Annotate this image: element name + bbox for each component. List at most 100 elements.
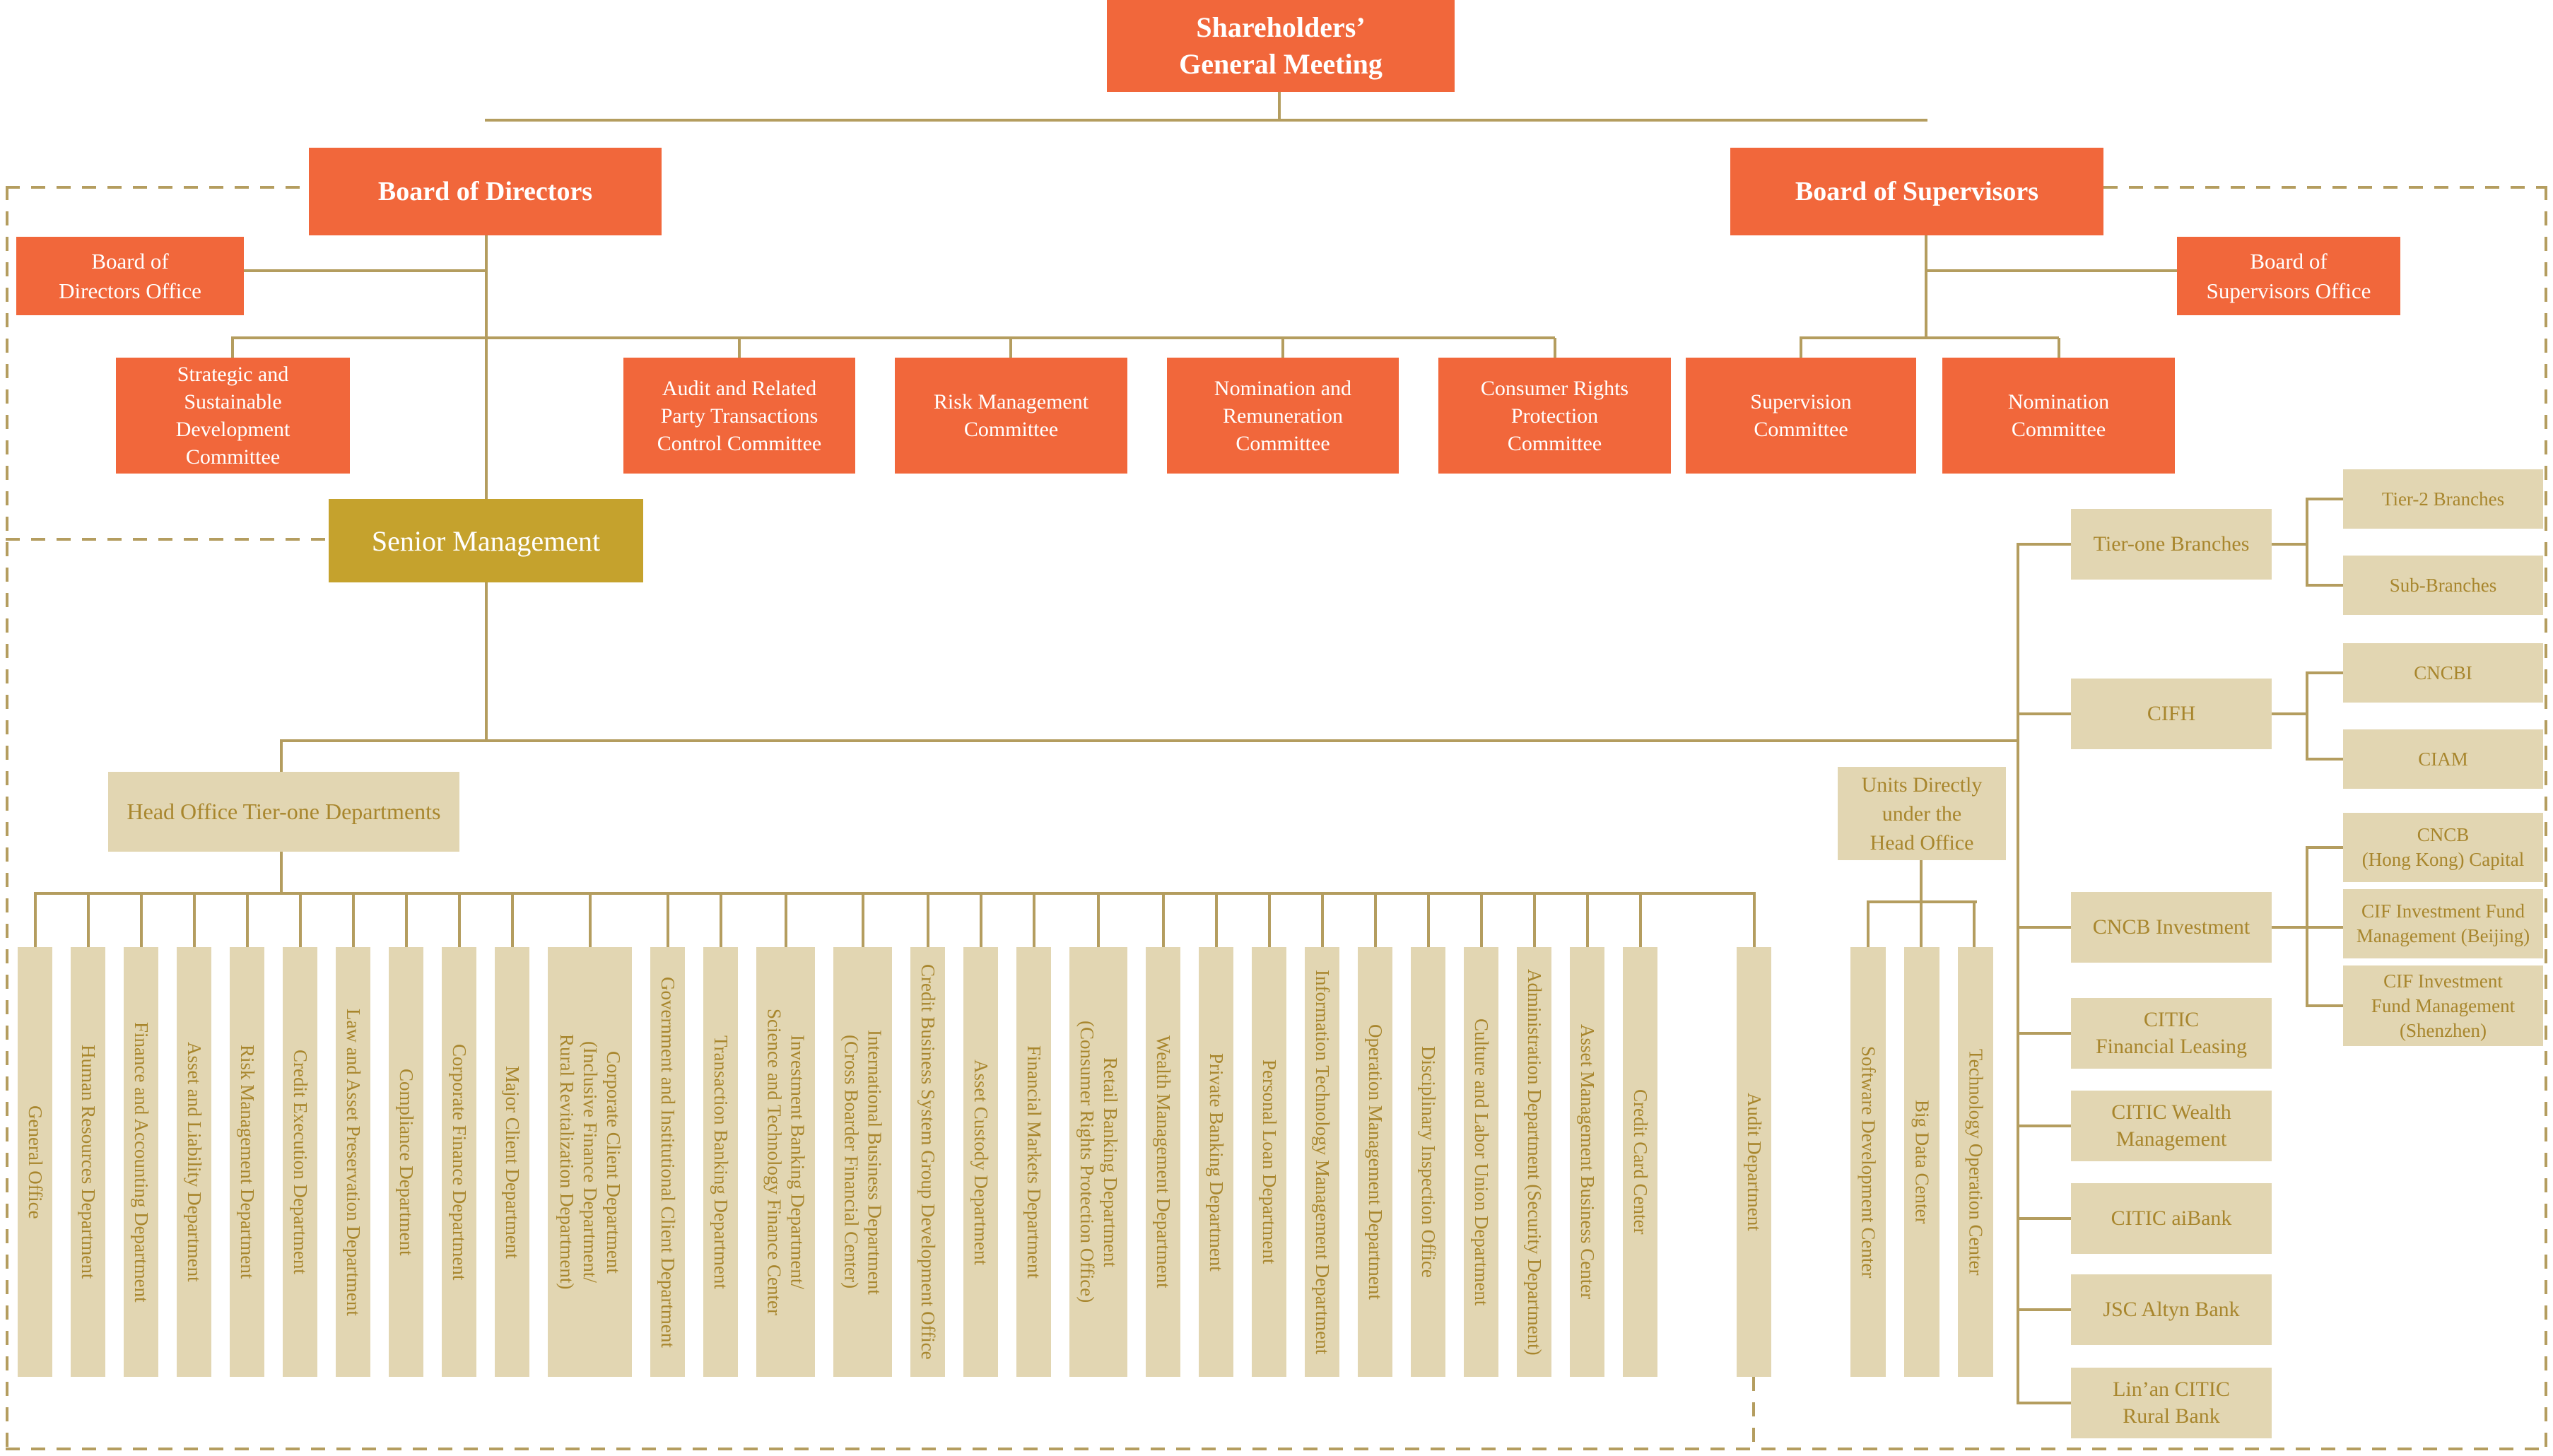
connector bbox=[2307, 671, 2343, 674]
connector bbox=[1920, 902, 1923, 947]
committee-supervision: Supervision Committee bbox=[1686, 358, 1916, 474]
committee-strategic-sustainable-development: Strategic and Sustainable Development Co… bbox=[116, 358, 350, 474]
node-senior-management: Senior Management bbox=[329, 499, 643, 582]
connector bbox=[280, 739, 2019, 742]
connector bbox=[2058, 338, 2060, 358]
connector bbox=[2018, 1125, 2071, 1127]
department-box: Private Banking Department bbox=[1199, 892, 1233, 1377]
connector bbox=[2272, 712, 2308, 715]
department-box: International Business Department (Cross… bbox=[833, 892, 892, 1377]
connector bbox=[1867, 902, 1870, 947]
committee-risk-management: Risk Management Committee bbox=[895, 358, 1127, 474]
department-box: Corporate Finance Department bbox=[442, 892, 476, 1377]
department-box: General Office bbox=[18, 892, 52, 1377]
connector bbox=[280, 739, 283, 772]
committee-audit-related-party: Audit and Related Party Transactions Con… bbox=[623, 358, 855, 474]
connector bbox=[2306, 498, 2308, 587]
connector bbox=[2307, 846, 2343, 849]
boundary-dashed-left bbox=[6, 186, 8, 1450]
connector bbox=[2307, 758, 2343, 761]
affiliate-tier-one-branches: Tier-one Branches bbox=[2071, 509, 2272, 580]
department-box: Transaction Banking Department bbox=[703, 892, 738, 1377]
connector bbox=[2307, 584, 2343, 587]
department-box: Human Resources Department bbox=[71, 892, 105, 1377]
sub-cncbi: CNCBI bbox=[2343, 643, 2543, 703]
sub-cif-investment-fund-management-shenzhen: CIF Investment Fund Management (Shenzhen… bbox=[2343, 965, 2543, 1046]
connector bbox=[2018, 1032, 2071, 1035]
affiliate-citic-aibank: CITIC aiBank bbox=[2071, 1183, 2272, 1254]
node-board-of-directors-office: Board of Directors Office bbox=[16, 237, 244, 315]
node-units-directly-under-head-office: Units Directly under the Head Office bbox=[1838, 767, 2006, 860]
department-box: Retail Banking Department (Consumer Righ… bbox=[1069, 892, 1127, 1377]
connector bbox=[738, 338, 741, 358]
department-box: Government and Institutional Client Depa… bbox=[650, 892, 685, 1377]
unit-box-software-development-center: Software Development Center bbox=[1850, 947, 1886, 1377]
affiliate-jsc-altyn-bank: JSC Altyn Bank bbox=[2071, 1274, 2272, 1345]
unit-box-big-data-center: Big Data Center bbox=[1904, 947, 1939, 1377]
connector bbox=[35, 892, 1755, 895]
department-box: Asset and Liability Department bbox=[177, 892, 211, 1377]
department-box: Operation Management Department bbox=[1358, 892, 1392, 1377]
connector bbox=[485, 119, 1927, 122]
connector bbox=[280, 852, 283, 895]
connector bbox=[1920, 859, 1923, 903]
department-box: Credit Business System Group Development… bbox=[910, 892, 945, 1377]
connector bbox=[2018, 712, 2071, 715]
affiliate-citic-financial-leasing: CITIC Financial Leasing bbox=[2071, 998, 2272, 1069]
connector bbox=[2306, 671, 2308, 761]
department-box: Corporate Client Department (Inclusive F… bbox=[548, 892, 632, 1377]
department-box: Information Technology Management Depart… bbox=[1305, 892, 1339, 1377]
connector bbox=[1800, 338, 1802, 358]
connector bbox=[1973, 902, 1976, 947]
sub-cif-investment-fund-management-beijing: CIF Investment Fund Management (Beijing) bbox=[2343, 889, 2543, 958]
affiliate-citic-wealth-management: CITIC Wealth Management bbox=[2071, 1091, 2272, 1161]
sub-cncb-hong-kong-capital: CNCB (Hong Kong) Capital bbox=[2343, 813, 2543, 882]
connector bbox=[1281, 338, 1284, 358]
affiliate-linan-citic-rural-bank: Lin’an CITIC Rural Bank bbox=[2071, 1368, 2272, 1438]
connector bbox=[2018, 543, 2071, 546]
node-head-office-tier-one-departments: Head Office Tier-one Departments bbox=[108, 772, 459, 852]
department-row: General Office Human Resources Departmen… bbox=[18, 892, 1657, 1377]
department-box: Major Client Department bbox=[495, 892, 529, 1377]
connector bbox=[2306, 846, 2308, 1007]
department-box: Risk Management Department bbox=[230, 892, 264, 1377]
connector bbox=[2018, 1308, 2071, 1311]
department-box: Wealth Management Department bbox=[1146, 892, 1180, 1377]
sub-ciam: CIAM bbox=[2343, 729, 2543, 789]
connector bbox=[2272, 543, 2308, 546]
committee-nomination: Nomination Committee bbox=[1942, 358, 2175, 474]
connector bbox=[1278, 92, 1281, 122]
department-box: Compliance Department bbox=[389, 892, 423, 1377]
connector bbox=[1554, 338, 1556, 358]
connector bbox=[231, 338, 234, 358]
boundary-dashed-bottom bbox=[6, 1448, 2547, 1450]
department-box: Finance and Accounting Department bbox=[124, 892, 158, 1377]
connector bbox=[2018, 1217, 2071, 1220]
connector bbox=[2017, 543, 2019, 1404]
connector bbox=[2307, 1004, 2343, 1007]
department-box: Asset Custody Department bbox=[963, 892, 998, 1377]
connector bbox=[1926, 269, 2177, 272]
department-box: Investment Banking Department/ Science a… bbox=[756, 892, 815, 1377]
connector bbox=[244, 269, 486, 272]
sub-tier-2-branches: Tier-2 Branches bbox=[2343, 469, 2543, 529]
affiliate-cifh: CIFH bbox=[2071, 679, 2272, 749]
node-board-of-supervisors-office: Board of Supervisors Office bbox=[2177, 237, 2400, 315]
boundary-dashed-top-left bbox=[6, 186, 309, 189]
department-box: Culture and Labor Union Department bbox=[1464, 892, 1498, 1377]
boundary-dashed-top-right bbox=[2103, 186, 2547, 189]
node-board-of-directors: Board of Directors bbox=[309, 148, 662, 235]
boundary-dashed-right bbox=[2545, 186, 2547, 1450]
department-box: Law and Asset Preservation Department bbox=[336, 892, 370, 1377]
department-box: Financial Markets Department bbox=[1016, 892, 1051, 1377]
audit-dashed-link bbox=[1752, 1377, 1755, 1448]
department-box: Credit Card Center bbox=[1623, 892, 1657, 1377]
department-box: Credit Execution Department bbox=[283, 892, 317, 1377]
connector bbox=[1925, 235, 1927, 339]
department-box: Asset Management Business Center bbox=[1570, 892, 1604, 1377]
connector bbox=[1009, 338, 1012, 358]
connector bbox=[1800, 336, 2059, 339]
committee-nomination-remuneration: Nomination and Remuneration Committee bbox=[1167, 358, 1399, 474]
connector bbox=[231, 336, 1555, 339]
